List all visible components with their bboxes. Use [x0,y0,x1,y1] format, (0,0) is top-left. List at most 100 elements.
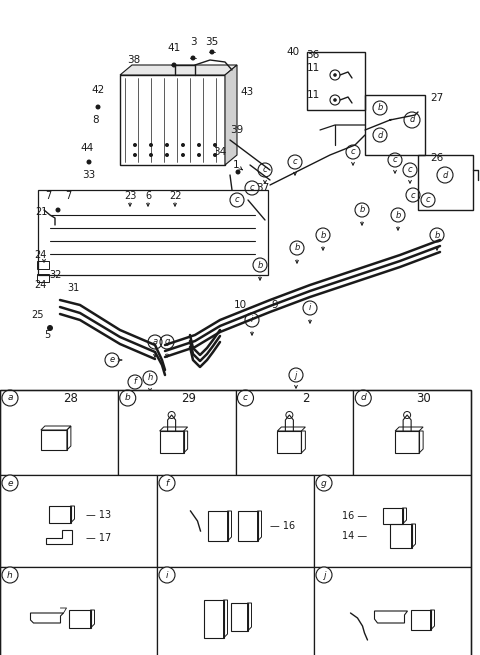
Text: i: i [309,303,311,312]
Text: 43: 43 [240,87,253,97]
Circle shape [159,475,175,491]
Text: i: i [166,571,168,580]
Text: 4: 4 [202,539,209,549]
Text: b: b [125,394,131,403]
Circle shape [355,390,371,406]
Text: 31: 31 [67,283,79,293]
Text: — 13: — 13 [85,510,110,520]
Circle shape [2,567,18,583]
Text: f: f [133,377,136,386]
Circle shape [48,424,53,430]
Text: 2: 2 [302,392,310,405]
Circle shape [165,153,169,157]
Circle shape [171,62,177,67]
Circle shape [181,143,185,147]
Text: — 16: — 16 [271,521,296,531]
Text: 4: 4 [354,640,361,650]
Text: 5: 5 [44,330,50,340]
Circle shape [165,143,169,147]
Bar [38,190,268,275]
Circle shape [56,208,60,212]
Bar [157,567,314,655]
Circle shape [333,98,337,102]
Text: 11: 11 [306,63,320,73]
Circle shape [191,56,195,60]
Text: 44: 44 [80,143,94,153]
Text: c: c [243,394,248,403]
Text: 12: 12 [82,591,95,601]
Text: 40: 40 [287,47,300,57]
Circle shape [149,143,153,147]
Bar [120,75,225,165]
Text: b: b [257,261,263,269]
Text: 38: 38 [127,55,141,65]
Text: 12: 12 [394,591,407,601]
Text: 28: 28 [63,392,78,405]
Text: b: b [377,103,383,113]
Bar [236,390,353,475]
Bar [118,390,236,475]
Polygon shape [120,65,237,75]
Text: g: g [164,337,170,346]
Text: 8: 8 [93,115,99,125]
Circle shape [365,637,370,643]
Bar [0,390,471,655]
Text: — 17: — 17 [85,533,111,543]
Text: 24: 24 [34,280,46,290]
Text: c: c [393,155,397,164]
Text: 35: 35 [205,37,218,47]
Text: 26: 26 [431,153,444,163]
Text: 16 —: 16 — [342,511,368,521]
Text: a: a [7,394,13,403]
Circle shape [47,325,53,331]
Text: 25: 25 [32,310,44,320]
Text: 7: 7 [65,191,71,201]
Text: 36: 36 [306,50,320,60]
Text: 34: 34 [214,147,227,157]
Circle shape [333,73,337,77]
Bar [418,155,473,210]
Circle shape [86,160,92,164]
Text: b: b [396,210,401,219]
Circle shape [159,567,175,583]
Text: — 16: — 16 [264,603,288,613]
Text: c: c [408,166,412,174]
Polygon shape [225,65,237,165]
Text: 29: 29 [181,392,196,405]
Text: 39: 39 [230,125,244,135]
Text: c: c [411,191,415,200]
Text: a: a [153,337,157,346]
Text: 19: 19 [30,628,43,638]
Circle shape [133,143,137,147]
Bar [0,567,157,655]
Text: 30: 30 [417,392,431,405]
Text: 18: 18 [361,581,374,591]
Circle shape [316,567,332,583]
Text: c: c [250,183,254,193]
Text: c: c [235,195,240,204]
Text: 41: 41 [168,43,180,53]
Circle shape [181,153,185,157]
Circle shape [133,153,137,157]
Text: b: b [320,231,326,240]
Bar [0,475,157,567]
Text: d: d [442,170,448,179]
Bar [314,475,471,567]
Text: b: b [294,244,300,252]
Circle shape [120,390,136,406]
Text: b: b [360,206,365,214]
Text: d: d [360,394,366,403]
Text: 11: 11 [306,90,320,100]
Text: c: c [293,157,297,166]
Circle shape [2,475,18,491]
Text: d: d [409,115,415,124]
Bar [37,274,49,282]
Bar [307,52,365,110]
Circle shape [213,153,217,157]
Text: 3: 3 [190,37,196,47]
Text: 15: 15 [189,496,202,506]
Text: 24: 24 [34,250,46,260]
Text: f: f [166,479,168,487]
Circle shape [238,390,253,406]
Text: h: h [7,571,13,580]
